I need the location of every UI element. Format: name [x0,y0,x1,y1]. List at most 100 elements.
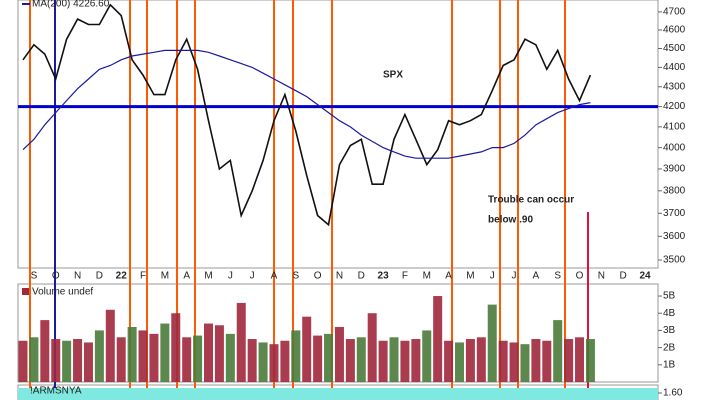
x-tick-label: S [292,271,299,282]
volume-bar [62,340,72,382]
y-tick-label: 3B [663,325,676,336]
volume-bar [520,344,530,382]
x-tick-label: S [554,271,561,282]
y-tick-label: 4200 [663,101,686,112]
volume-bar [94,330,104,382]
y-tick-label: 3900 [663,164,686,175]
x-tick-label: N [598,271,605,282]
volume-bar [378,340,388,382]
x-tick-label: J [490,271,495,282]
y-tick-label: 4B [663,308,676,319]
x-tick-label: J [228,271,233,282]
volume-bar [433,296,443,382]
x-tick-label: N [336,271,343,282]
volume-bar [542,340,552,382]
volume-bar [105,309,115,382]
legend-label: MA(200) 4226.60 [32,0,110,10]
x-tick-label: O [314,271,322,282]
volume-bar [389,337,399,382]
volume-bar [585,339,595,382]
volume-bar [18,340,28,382]
x-tick-label: 24 [639,271,651,282]
annotation: below .90 [488,215,533,226]
y-tick-label: 5B [663,291,676,302]
volume-bar [575,337,585,382]
y-tick-label: 3600 [663,231,686,242]
volume-bar [444,340,454,382]
volume-bar [149,333,159,382]
legend-swatch [22,288,29,295]
volume-bar [367,313,377,382]
volume-bar [302,316,312,382]
y-tick-label: 3700 [663,208,686,219]
y-tick-label: 4700 [663,7,686,18]
x-tick-label: D [620,271,627,282]
volume-bar [400,340,410,382]
x-tick-label: M [466,271,474,282]
volume-bar [476,337,486,382]
x-tick-label: N [74,271,81,282]
volume-bar [116,337,126,382]
x-tick-label: M [161,271,169,282]
volume-bar [204,323,214,382]
x-tick-label: J [250,271,255,282]
volume-bar [236,302,246,382]
x-tick-label: M [423,271,431,282]
series-line [22,3,592,227]
volume-bar [225,333,235,382]
series-label: SPX [383,70,403,81]
y-tick-label: 4100 [663,122,686,133]
x-tick-label: O [576,271,584,282]
volume-bar [182,337,192,382]
y-tick-label: 3800 [663,185,686,196]
volume-bar [411,339,421,382]
volume-bar [498,340,508,382]
volume-bar [214,325,224,382]
volume-bar [280,340,290,382]
x-tick-label: A [271,271,278,282]
volume-bar [356,337,366,382]
series-line [22,49,591,159]
annotation: Trouble can occur [488,195,574,206]
x-tick-label: S [31,271,38,282]
volume-bar [73,339,83,382]
volume-bar [138,330,148,382]
volume-bar [531,339,541,382]
volume-bar [324,333,334,382]
volume-bar [83,342,93,382]
volume-bar [127,326,137,382]
y-tick-label: 1.60 [663,388,683,399]
volume-bar [291,330,301,382]
y-tick-label: 3500 [663,255,686,266]
volume-bar [40,320,50,382]
x-tick-label: D [358,271,365,282]
x-tick-label: M [204,271,212,282]
panel-title: Volume undef [32,287,93,298]
y-tick-label: 2B [663,342,676,353]
volume-bar [258,342,268,382]
volume-bar [487,304,497,382]
volume-bar [269,344,279,382]
x-tick-label: F [140,271,146,282]
volume-bar [160,323,170,382]
volume-bar [334,326,344,382]
x-tick-label: F [402,271,408,282]
volume-bar [171,313,181,382]
x-tick-label: J [512,271,517,282]
band [18,388,658,400]
volume-bar [51,339,61,382]
y-tick-label: 4000 [663,142,686,153]
x-tick-label: 22 [116,271,128,282]
volume-bar [247,339,257,382]
volume-bar [553,320,563,382]
volume-bar [509,342,519,382]
volume-bar [422,330,432,382]
x-tick-label: A [183,271,190,282]
x-tick-label: O [52,271,60,282]
panel-title: !ARMSNYA [30,386,82,397]
y-tick-label: 4300 [663,81,686,92]
y-tick-label: 4500 [663,43,686,54]
volume-bar [454,342,464,382]
x-tick-label: A [533,271,540,282]
